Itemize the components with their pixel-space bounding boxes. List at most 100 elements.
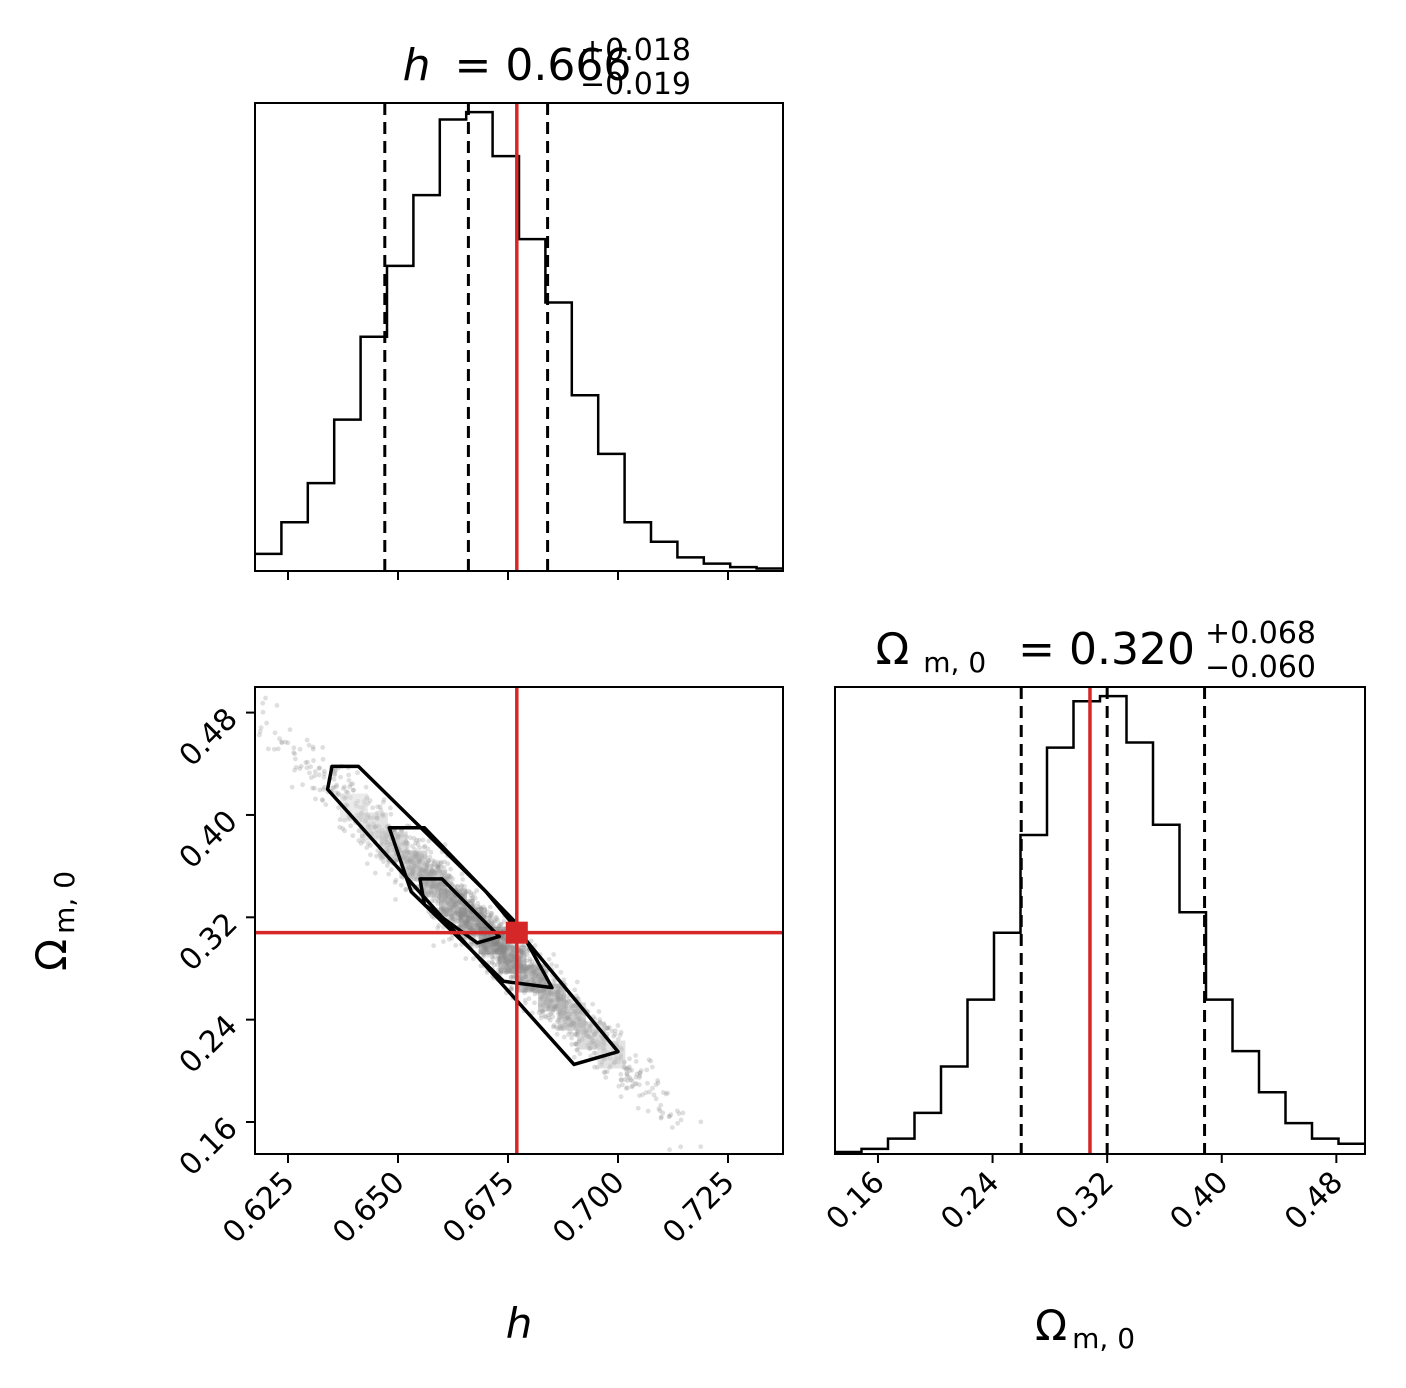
scatter-point <box>311 758 316 763</box>
scatter-point <box>348 782 354 787</box>
scatter-point <box>653 1096 659 1102</box>
scatter-point <box>548 1011 554 1017</box>
scatter-point <box>305 759 310 765</box>
scatter-point <box>449 935 455 941</box>
scatter-point <box>342 828 347 834</box>
scatter-point <box>367 798 373 804</box>
omega-axis-label: Ω m, 0 <box>27 871 81 971</box>
scatter-point <box>293 764 299 770</box>
scatter-point <box>333 790 339 795</box>
scatter-point <box>492 954 498 960</box>
scatter-point <box>258 725 264 731</box>
omega-title: Ω m, 0 = 0.320 <box>876 624 1195 683</box>
scatter-point <box>615 1023 621 1028</box>
scatter-point <box>550 1014 556 1020</box>
scatter-point <box>289 784 295 790</box>
scatter-point <box>310 785 315 791</box>
scatter-point <box>283 739 288 745</box>
omega-axis-label-main: Ω <box>27 939 76 971</box>
scatter-point <box>643 1090 649 1096</box>
scatter-point <box>492 962 497 968</box>
scatter-point <box>571 1054 577 1060</box>
scatter-point <box>435 864 441 870</box>
joint-ytick-label-1: 0.24 <box>173 1009 245 1081</box>
scatter-point <box>445 861 451 867</box>
scatter-point <box>656 1106 662 1112</box>
scatter-point <box>292 751 298 757</box>
scatter-point <box>468 890 473 896</box>
scatter-point <box>561 1034 567 1040</box>
scatter-point <box>452 916 458 922</box>
scatter-point <box>453 943 459 948</box>
scatter-point <box>317 765 322 771</box>
scatter-point <box>554 1031 560 1037</box>
scatter-point <box>510 973 516 979</box>
scatter-point <box>508 975 514 980</box>
scatter-point <box>633 1081 639 1086</box>
scatter-point <box>468 900 474 906</box>
scatter-point <box>636 1082 642 1088</box>
scatter-point <box>634 1071 640 1077</box>
scatter-point <box>660 1110 666 1116</box>
scatter-point <box>454 919 460 924</box>
scatter-point <box>470 895 476 900</box>
scatter-point <box>622 1077 628 1082</box>
scatter-point <box>459 882 465 888</box>
omega-hist-xtick-label-4: 0.48 <box>1278 1165 1350 1237</box>
scatter-point <box>538 1012 544 1018</box>
scatter-point <box>489 915 495 921</box>
scatter-point <box>300 782 305 788</box>
scatter-point <box>364 845 370 850</box>
scatter-point <box>455 884 461 889</box>
scatter-point <box>407 835 413 841</box>
scatter-point <box>618 1029 624 1035</box>
scatter-point <box>389 867 394 873</box>
scatter-point <box>429 898 435 903</box>
scatter-point <box>522 1000 528 1006</box>
scatter-point <box>462 884 467 889</box>
scatter-point <box>553 1024 559 1030</box>
scatter-point <box>263 695 268 701</box>
scatter-point <box>336 805 342 810</box>
scatter-point <box>568 998 574 1004</box>
scatter-point <box>310 744 316 750</box>
scatter-point <box>380 799 386 805</box>
scatter-point <box>331 785 337 790</box>
scatter-point <box>228 667 233 672</box>
scatter-point <box>310 746 316 752</box>
scatter-point <box>489 954 495 960</box>
scatter-point <box>527 956 533 962</box>
omega-x-axis-label-sub: m, 0 <box>1072 1322 1135 1355</box>
joint-ytick-label-4: 0.48 <box>173 701 245 773</box>
scatter-point <box>449 916 455 922</box>
omega-hist-xtick-label-0: 0.16 <box>820 1165 892 1237</box>
scatter-point <box>607 1025 612 1030</box>
scatter-point <box>367 843 373 848</box>
scatter-point <box>229 681 234 686</box>
scatter-point <box>321 786 326 792</box>
scatter-point <box>334 782 339 788</box>
scatter-point <box>337 824 343 830</box>
scatter-point <box>532 991 538 997</box>
joint-xtick-label-4: 0.725 <box>656 1165 741 1250</box>
h-histogram-step <box>255 110 783 570</box>
scatter-point <box>488 911 494 916</box>
omega-title-sub: m, 0 <box>923 646 986 679</box>
scatter-point <box>375 804 380 810</box>
scatter-point <box>451 916 456 922</box>
scatter-point <box>471 903 477 908</box>
scatter-point <box>442 859 447 865</box>
scatter-point <box>651 1092 657 1098</box>
scatter-point <box>591 1050 597 1056</box>
scatter-point <box>487 918 492 924</box>
scatter-point <box>543 1013 548 1019</box>
joint-contour-0 <box>325 764 620 1067</box>
scatter-point <box>637 1070 643 1076</box>
scatter-point <box>577 1051 583 1057</box>
scatter-point <box>667 1113 672 1119</box>
scatter-point <box>291 745 297 751</box>
scatter-point <box>358 840 364 846</box>
scatter-point <box>546 1012 552 1018</box>
scatter-point <box>636 1075 642 1080</box>
